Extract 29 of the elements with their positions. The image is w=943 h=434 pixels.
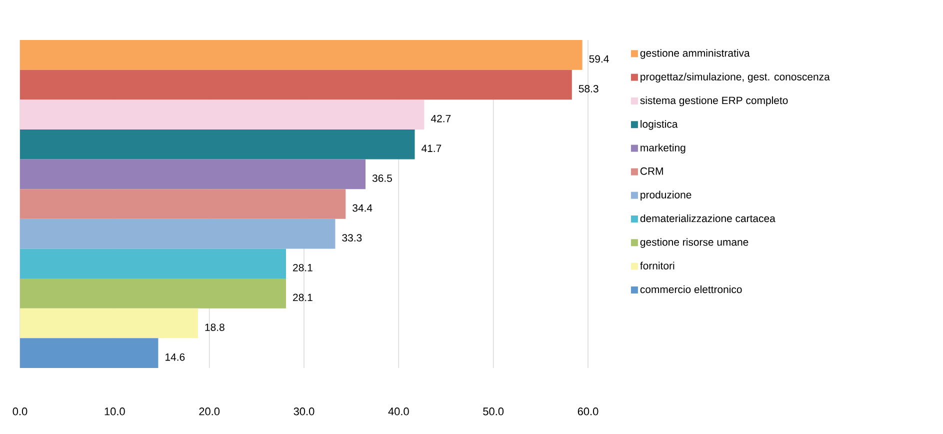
legend-label: commercio elettronico [640, 285, 742, 294]
x-tick-label: 10.0 [104, 408, 125, 416]
legend-label: fornitori [640, 262, 674, 270]
legend-label: produzione [640, 190, 692, 201]
x-tick-label: 20.0 [199, 408, 220, 416]
data-label: 36.5 [372, 174, 392, 182]
data-label: 34.4 [352, 204, 372, 212]
data-label: 14.6 [166, 353, 185, 361]
data-label: 41.7 [422, 144, 442, 152]
data-label: 58.3 [578, 85, 598, 92]
x-tick-label: 50.0 [483, 408, 504, 416]
data-label: 28.1 [293, 264, 312, 272]
legend-label: CRM [640, 167, 663, 175]
data-label: 28.1 [293, 294, 312, 302]
x-tick-label: 30.0 [294, 408, 314, 416]
data-label: 42.7 [430, 114, 451, 122]
legend-label: gestione risorse umane [640, 238, 748, 248]
legend-label: sistema gestione ERP completo [640, 96, 788, 106]
x-tick-label: 0.0 [12, 408, 28, 416]
x-tick-label: 40.0 [388, 408, 409, 416]
data-label: 18.8 [205, 324, 224, 331]
legend-label: gestione amministrativa [640, 49, 750, 59]
legend-label: dematerializzazione cartacea [640, 214, 776, 222]
legend-label: marketing [640, 144, 686, 154]
legend-label: logistica [640, 120, 678, 130]
legend-label: progettaz/simulazione, gest. conoscenza [640, 72, 830, 83]
data-label: 59.4 [589, 55, 609, 63]
x-tick-label: 60.0 [578, 408, 598, 416]
data-label: 33.3 [342, 234, 362, 242]
